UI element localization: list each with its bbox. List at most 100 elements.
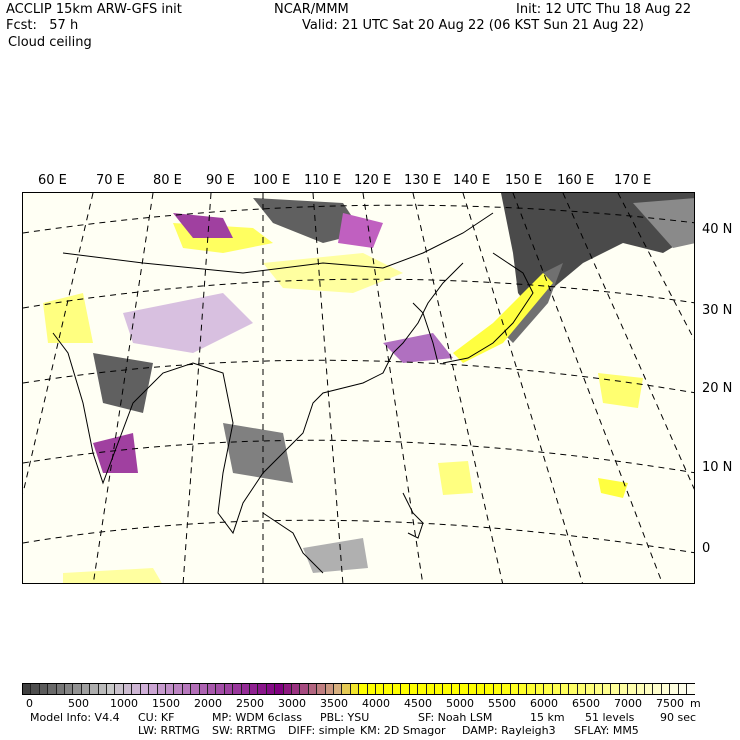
colorbar-swatch [90, 684, 99, 694]
colorbar-swatch [561, 684, 570, 694]
lw-scheme: LW: RRTMG [138, 724, 200, 737]
valid-time: Valid: 21 UTC Sat 20 Aug 22 (06 KST Sun … [302, 18, 644, 33]
mp-scheme: MP: WDM 6class [212, 711, 302, 724]
colorbar-swatch [586, 684, 595, 694]
colorbar-swatch [493, 684, 503, 694]
colorbar-swatch [434, 684, 444, 694]
longitude-label: 120 E [354, 173, 392, 188]
colorbar-swatch [485, 684, 494, 694]
colorbar-swatch [292, 684, 301, 694]
colorbar-swatch [157, 684, 166, 694]
colorbar-swatch [81, 684, 91, 694]
colorbar-swatch [409, 684, 419, 694]
colorbar-swatch [107, 684, 116, 694]
longitude-label: 60 E [38, 173, 67, 188]
longitude-label: 70 E [96, 173, 125, 188]
colorbar-swatch [224, 684, 234, 694]
colorbar-swatch [376, 684, 385, 694]
longitude-label: 110 E [304, 173, 342, 188]
init-time: Init: 12 UTC Thu 18 Aug 22 [516, 2, 692, 17]
colorbar-swatch [258, 684, 267, 694]
colorbar-tick-label: 2500 [236, 697, 264, 710]
colorbar-swatch [317, 684, 326, 694]
colorbar-swatch [334, 684, 343, 694]
colorbar-tick-label: 6500 [572, 697, 600, 710]
colorbar-swatch [199, 684, 208, 694]
colorbar-swatch [325, 684, 335, 694]
colorbar-swatch [577, 684, 587, 694]
colorbar-swatch [451, 684, 461, 694]
colorbar-swatch [98, 684, 108, 694]
colorbar-swatch [73, 684, 82, 694]
longitude-label: 150 E [505, 173, 543, 188]
longitude-label: 170 E [614, 173, 652, 188]
colorbar-swatch [476, 684, 486, 694]
colorbar-swatch [603, 684, 612, 694]
longitude-label: 130 E [404, 173, 442, 188]
colorbar-tick-label: 5000 [446, 697, 474, 710]
colorbar-swatch [359, 684, 368, 694]
colorbar-swatch [611, 684, 620, 694]
colorbar-swatch [502, 684, 511, 694]
cloud-ceiling-map [22, 192, 695, 584]
coastlines [52, 212, 534, 574]
colorbar-swatch [544, 684, 553, 694]
colorbar-swatch [300, 684, 309, 694]
colorbar-tick-label: 4000 [362, 697, 390, 710]
colorbar-swatch [401, 684, 410, 694]
sflay-scheme: SFLAY: MM5 [574, 724, 639, 737]
cloud-fields [43, 193, 694, 583]
model-info: Model Info: V4.4 [30, 711, 120, 724]
colorbar-swatch [249, 684, 259, 694]
colorbar-swatch [233, 684, 242, 694]
colorbar-swatch [149, 684, 158, 694]
colorbar-swatch [661, 684, 671, 694]
map-canvas [23, 193, 694, 583]
colorbar-swatch [216, 684, 225, 694]
latitude-label: 10 N [702, 460, 733, 475]
colorbar-swatch [275, 684, 284, 694]
colorbar-swatch [527, 684, 536, 694]
colorbar-swatch [426, 684, 435, 694]
timestep: 90 sec [660, 711, 697, 724]
field-name: Cloud ceiling [8, 35, 92, 50]
latitude-label: 20 N [702, 381, 733, 396]
colorbar-swatch [56, 684, 66, 694]
sw-scheme: SW: RRTMG [212, 724, 276, 737]
colorbar-tick-label: 4500 [404, 697, 432, 710]
colorbar-swatch [392, 684, 402, 694]
colorbar-swatch [619, 684, 629, 694]
damp-scheme: DAMP: Rayleigh3 [462, 724, 556, 737]
resolution: 15 km [530, 711, 565, 724]
forecast-hour: Fcst: 57 h [6, 18, 79, 33]
colorbar-unit: m [690, 697, 701, 710]
colorbar-swatch [31, 684, 40, 694]
colorbar-swatch [460, 684, 469, 694]
colorbar-tick-label: 6000 [530, 697, 558, 710]
colorbar-swatch [636, 684, 646, 694]
model-title: ACCLIP 15km ARW-GFS init [6, 2, 182, 17]
colorbar-tick-label: 1000 [110, 697, 138, 710]
graticule [23, 193, 694, 583]
colorbar-swatch [342, 684, 351, 694]
longitude-label: 90 E [206, 173, 235, 188]
colorbar-swatch [23, 684, 32, 694]
colorbar-swatch [594, 684, 604, 694]
latitude-label: 0 [702, 541, 711, 556]
colorbar [22, 683, 695, 695]
colorbar-swatch [518, 684, 528, 694]
longitude-label: 80 E [153, 173, 182, 188]
longitude-label: 100 E [253, 173, 291, 188]
colorbar-swatch [308, 684, 318, 694]
colorbar-swatch [628, 684, 637, 694]
levels: 51 levels [585, 711, 635, 724]
colorbar-tick-label: 2000 [194, 697, 222, 710]
colorbar-tick-label: 7500 [656, 697, 684, 710]
colorbar-swatch [174, 684, 183, 694]
longitude-label: 140 E [453, 173, 491, 188]
sf-scheme: SF: Noah LSM [418, 711, 493, 724]
colorbar-swatch [384, 684, 393, 694]
colorbar-swatch [687, 684, 695, 694]
colorbar-swatch [266, 684, 276, 694]
colorbar-swatch [468, 684, 477, 694]
